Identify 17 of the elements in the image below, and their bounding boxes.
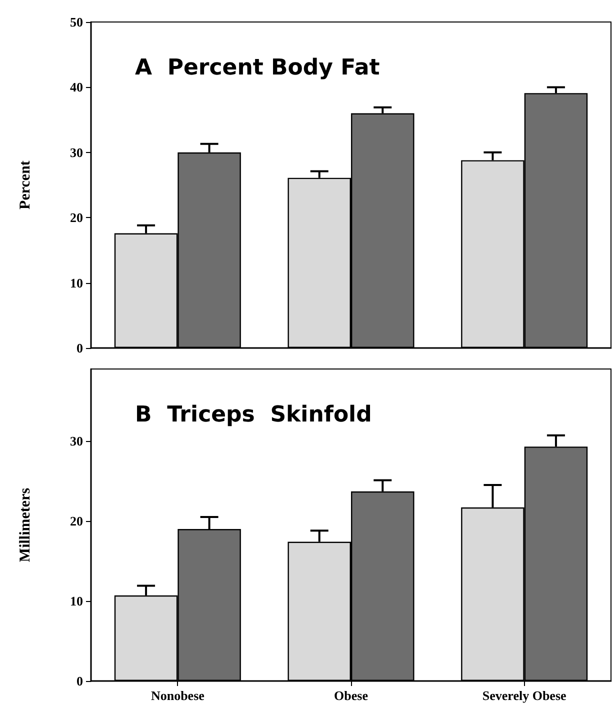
y-tick-label: 30 [70, 434, 83, 448]
text: B Triceps Skinfold [135, 402, 372, 428]
y-axis-title: Percent [18, 160, 34, 210]
x-tick-label: Obese [334, 688, 368, 703]
x-tick-label: Nonobese [150, 688, 205, 703]
y-tick-label: 40 [70, 80, 83, 95]
y-tick-label: 20 [70, 210, 83, 226]
y-tick-label: 30 [70, 144, 83, 160]
y-tick-label: 0 [76, 340, 83, 356]
y-tick-label: 10 [70, 594, 83, 608]
x-tick-label: Severely Obese [482, 688, 566, 703]
y-axis-title: Millimeters [18, 488, 34, 562]
y-tick-label: 10 [70, 275, 83, 290]
y-tick-label: 20 [70, 514, 83, 528]
text: A Percent Body Fat [135, 56, 380, 80]
y-tick-label: 50 [70, 14, 83, 30]
y-tick-label: 0 [76, 674, 83, 688]
